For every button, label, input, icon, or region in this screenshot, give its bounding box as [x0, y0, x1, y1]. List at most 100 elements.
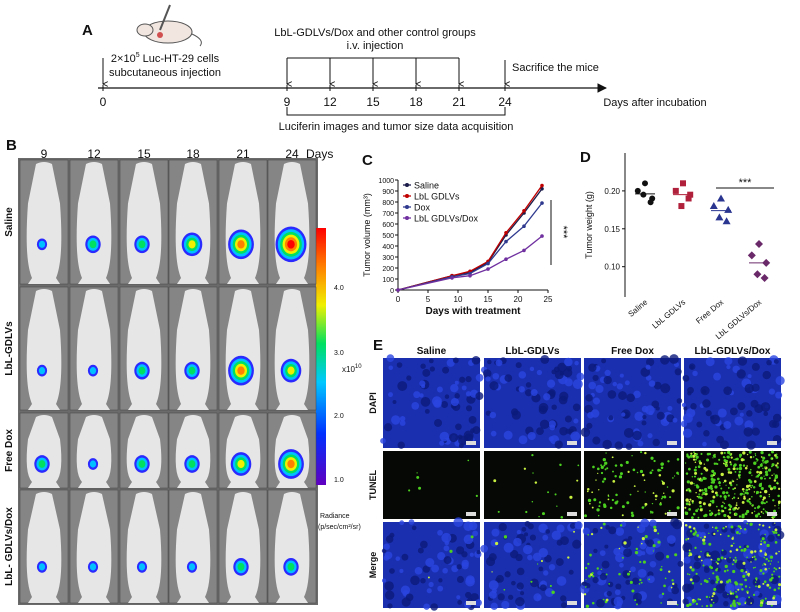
- point: [540, 201, 544, 205]
- tunel-signal: [778, 550, 780, 553]
- nucleus: [525, 382, 532, 388]
- tunel-signal: [747, 510, 750, 513]
- nucleus: [489, 411, 497, 419]
- tunel-signal: [615, 493, 618, 497]
- nucleus: [401, 553, 409, 561]
- tunel-signal: [728, 578, 731, 582]
- nucleus: [690, 403, 697, 410]
- tunel-signal: [686, 603, 690, 608]
- tunel-signal: [764, 563, 767, 566]
- nucleus: [475, 392, 484, 401]
- tunel-signal: [725, 580, 730, 584]
- nucleus: [492, 372, 500, 380]
- nucleus: [693, 561, 702, 569]
- tunel-signal: [668, 570, 671, 573]
- nucleus: [745, 596, 755, 606]
- nucleus: [672, 417, 678, 423]
- tunel-signal: [742, 490, 745, 493]
- nucleus: [388, 392, 394, 398]
- nucleus: [530, 389, 538, 397]
- tunel-signal: [690, 491, 692, 493]
- mouse-image: [267, 412, 317, 489]
- tunel-signal: [689, 578, 693, 582]
- nucleus: [395, 556, 401, 561]
- nucleus: [463, 521, 473, 532]
- y-tick-label: 200: [382, 266, 394, 273]
- nucleus: [527, 431, 536, 441]
- tunel-signal: [712, 601, 715, 604]
- tunel-signal: [637, 526, 639, 528]
- tunel-signal: [737, 588, 740, 591]
- tunel-signal: [705, 468, 709, 472]
- point: [715, 213, 724, 221]
- tunel-signal: [712, 495, 716, 499]
- tunel-signal: [661, 481, 665, 485]
- tunel-signal: [759, 603, 763, 607]
- tunel-signal: [585, 578, 587, 581]
- tunel-signal: [751, 474, 753, 476]
- nucleus: [490, 430, 497, 437]
- tunel-signal: [713, 455, 716, 458]
- tunel-signal: [771, 573, 774, 576]
- legend-marker: [405, 183, 409, 187]
- tunel-signal: [762, 467, 764, 469]
- tunel-signal: [703, 463, 705, 465]
- tunel-signal: [727, 494, 730, 497]
- nucleus: [674, 368, 682, 376]
- tunel-signal: [743, 549, 746, 552]
- nucleus: [710, 579, 716, 585]
- tunel-signal: [744, 466, 748, 470]
- nucleus: [677, 560, 684, 567]
- nucleus: [442, 366, 450, 374]
- nucleus: [595, 384, 604, 394]
- nucleus: [560, 602, 567, 609]
- mouse-image: [19, 412, 69, 489]
- tunel-signal: [754, 454, 757, 457]
- nucleus: [444, 540, 450, 546]
- mouse-image: [119, 412, 169, 489]
- nucleus: [437, 529, 443, 536]
- day-label: 12: [87, 147, 101, 161]
- tunel-signal: [697, 465, 701, 469]
- tunel-signal: [600, 465, 604, 469]
- nucleus: [560, 536, 569, 545]
- tunel-signal: [710, 481, 713, 484]
- tunel-signal: [634, 550, 639, 555]
- nucleus: [470, 593, 479, 602]
- nucleus: [480, 544, 489, 553]
- scale-bar: [667, 512, 677, 516]
- micrograph: [579, 517, 684, 610]
- tunel-signal: [605, 598, 609, 602]
- scale-bar: [667, 441, 677, 445]
- tunel-signal: [755, 476, 757, 478]
- tunel-signal: [732, 467, 736, 471]
- tunel-signal: [716, 529, 719, 532]
- tunel-signal: [744, 578, 747, 582]
- nucleus: [762, 370, 771, 380]
- tunel-signal: [700, 452, 703, 455]
- nucleus: [601, 560, 610, 569]
- tunel-signal: [698, 489, 702, 492]
- nucleus: [419, 393, 424, 398]
- legend-marker: [405, 205, 409, 209]
- tunel-signal: [707, 486, 711, 489]
- signal: [287, 562, 295, 571]
- nucleus: [729, 593, 737, 601]
- tunel-signal: [664, 512, 667, 515]
- text: x10: [342, 365, 355, 374]
- mouse-image: [218, 159, 268, 285]
- tunel-signal: [726, 455, 730, 459]
- nucleus: [482, 369, 492, 378]
- nucleus: [736, 369, 746, 379]
- nucleus: [572, 379, 583, 390]
- tunel-signal: [756, 460, 758, 462]
- tunel-signal: [614, 475, 617, 478]
- tunel-signal: [721, 549, 724, 552]
- scale-bar: [567, 512, 577, 516]
- tunel-signal: [672, 477, 674, 479]
- nucleus: [455, 423, 462, 431]
- day-label: 18: [409, 95, 423, 109]
- tunel-signal: [715, 561, 718, 564]
- tunel-signal: [762, 524, 765, 527]
- tunel-signal: [603, 464, 606, 467]
